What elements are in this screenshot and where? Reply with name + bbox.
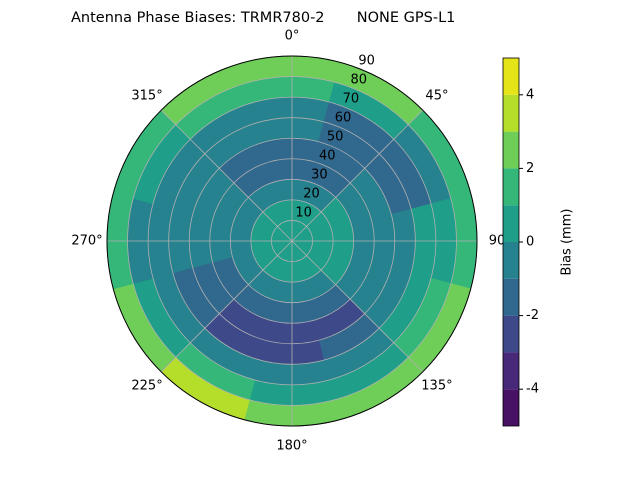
colorbar-segment (503, 131, 519, 169)
angular-tick-label: 315° (131, 89, 162, 104)
angular-tick-label: 90 (489, 234, 506, 249)
colorbar-segment (503, 315, 519, 353)
colorbar-label: Bias (mm) (560, 209, 575, 276)
colorbar-tick-label: 4 (526, 87, 534, 102)
colorbar-segment (503, 242, 519, 279)
colorbar-tick-label: -2 (526, 308, 539, 323)
colorbar-segment (503, 168, 519, 206)
angular-tick-label: 270° (71, 234, 102, 249)
angular-tick-label: 135° (421, 378, 452, 393)
angular-tick-label: 225° (131, 378, 162, 393)
angular-tick-label: 0° (285, 29, 300, 44)
colorbar-segment (503, 278, 519, 316)
radial-tick-label: 70 (343, 91, 360, 106)
colorbar-segment (503, 389, 519, 426)
angular-tick-label: 45° (425, 89, 448, 104)
colorbar-segment (503, 205, 519, 242)
colorbar-segment (503, 352, 519, 390)
radial-tick-label: 40 (319, 148, 336, 163)
radial-tick-label: 90 (358, 53, 375, 68)
angular-grid-line (160, 240, 293, 373)
colorbar-tick-label: 2 (526, 161, 534, 176)
radial-tick-label: 60 (335, 110, 352, 125)
colorbar-segment (503, 94, 519, 132)
chart-title: Antenna Phase Biases: TRMR780-2 NONE GPS… (71, 10, 455, 26)
angular-grid-line (291, 240, 424, 373)
radial-tick-label: 30 (311, 167, 328, 182)
polar-frame (106, 55, 478, 427)
polar-grid (106, 55, 478, 427)
colorbar-tick-label: -4 (526, 382, 539, 397)
radial-tick-label: 80 (350, 72, 367, 87)
radial-tick-label: 50 (327, 129, 344, 144)
colorbar-tick-label: 0 (526, 235, 534, 250)
colorbar-segment (503, 58, 519, 95)
angular-grid-line (160, 109, 293, 242)
angular-tick-label: 180° (276, 439, 307, 454)
angular-grid-line (291, 109, 424, 242)
radial-tick-label: 10 (295, 205, 312, 220)
radial-tick-label: 20 (303, 186, 320, 201)
